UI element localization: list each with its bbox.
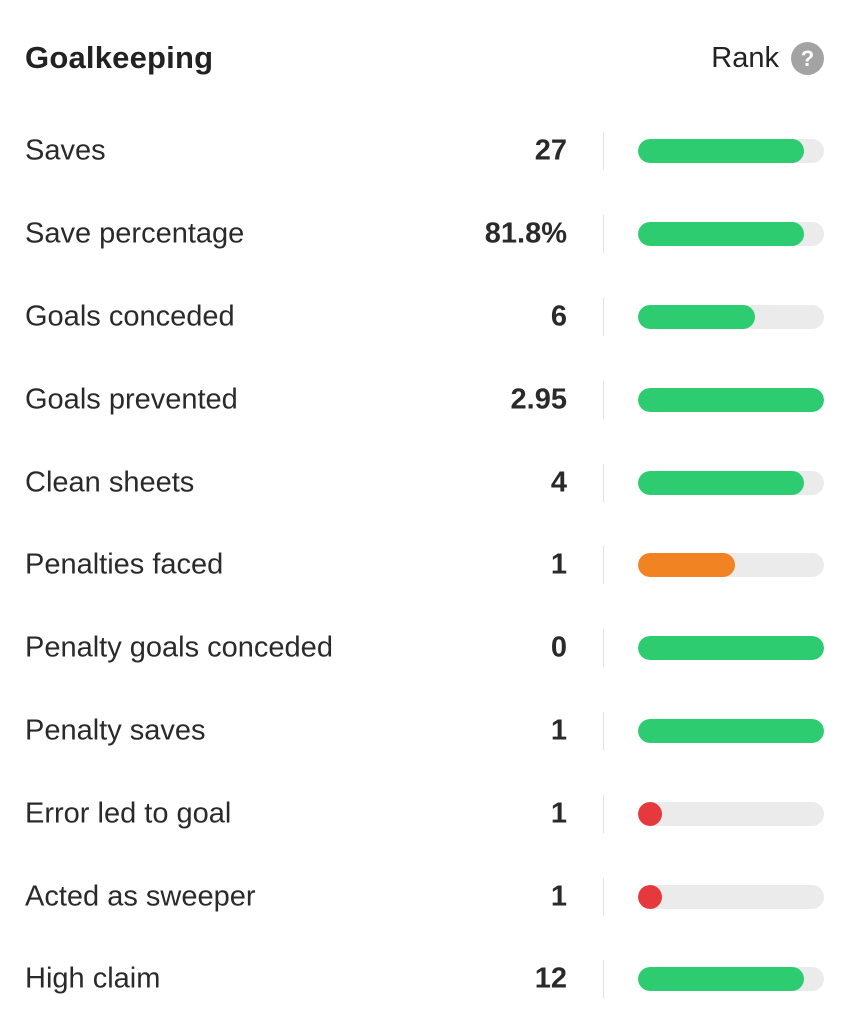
rank-label: Rank <box>711 42 779 74</box>
rank-bar-fill <box>638 801 662 826</box>
stat-value: 1 <box>550 797 567 830</box>
stat-row: Penalty saves 1 <box>0 690 848 773</box>
stat-label: Penalty goals conceded <box>25 631 333 664</box>
row-divider <box>603 132 604 171</box>
stat-label: Goals prevented <box>25 383 238 416</box>
rank-bar-track <box>638 967 824 992</box>
stat-value: 2.95 <box>510 383 567 416</box>
rank-bar-track <box>638 470 824 495</box>
rank-bar-fill <box>638 387 824 412</box>
stat-row: Error led to goal 1 <box>0 772 848 855</box>
stat-row: Penalties faced 1 <box>0 524 848 607</box>
stat-label: Penalty saves <box>25 714 206 747</box>
row-divider <box>603 546 604 585</box>
rank-bar-track <box>638 139 824 164</box>
rank-bar-fill <box>638 636 824 661</box>
stat-label: Acted as sweeper <box>25 880 256 913</box>
stat-value: 27 <box>534 134 567 167</box>
rank-bar-track <box>638 718 824 743</box>
row-divider <box>603 629 604 668</box>
stat-row: Goals prevented 2.95 <box>0 358 848 441</box>
rank-bar-fill <box>638 139 804 164</box>
rank-bar-track <box>638 553 824 578</box>
stat-label: Penalties faced <box>25 548 224 581</box>
rank-bar-fill <box>638 967 804 992</box>
stat-value: 1 <box>550 714 567 747</box>
rank-bar-track <box>638 636 824 661</box>
section-header: Goalkeeping Rank ? <box>0 0 848 120</box>
row-divider <box>603 297 604 336</box>
rank-bar-fill <box>638 470 804 495</box>
stat-row: Penalty goals conceded 0 <box>0 607 848 690</box>
stat-value: 12 <box>534 962 567 995</box>
stat-list: Saves 27 Save percentage 81.8% Goals concede… <box>0 110 848 1021</box>
stat-value: 6 <box>550 300 567 333</box>
stat-value: 1 <box>550 880 567 913</box>
rank-bar-track <box>638 304 824 329</box>
rank-bar-track <box>638 222 824 247</box>
row-divider <box>603 877 604 916</box>
rank-bar-fill <box>638 304 755 329</box>
row-divider <box>603 711 604 750</box>
stat-label: Goals conceded <box>25 300 235 333</box>
row-divider <box>603 960 604 999</box>
stat-label: High claim <box>25 962 161 995</box>
stat-value: 4 <box>550 466 567 499</box>
rank-bar-track <box>638 801 824 826</box>
stat-value: 0 <box>550 631 567 664</box>
question-circle-icon[interactable]: ? <box>791 42 824 75</box>
stat-value: 81.8% <box>484 217 567 250</box>
rank-bar-fill <box>638 553 735 578</box>
rank-bar-fill <box>638 884 662 909</box>
stat-value: 1 <box>550 548 567 581</box>
row-divider <box>603 463 604 502</box>
rank-bar-fill <box>638 718 824 743</box>
row-divider <box>603 380 604 419</box>
stat-label: Clean sheets <box>25 466 195 499</box>
rank-bar-track <box>638 884 824 909</box>
stat-row: Goals conceded 6 <box>0 276 848 359</box>
stat-label: Saves <box>25 134 106 167</box>
stat-row: High claim 12 <box>0 938 848 1021</box>
row-divider <box>603 794 604 833</box>
section-title: Goalkeeping <box>25 40 214 75</box>
rank-header: Rank ? <box>711 42 824 75</box>
stat-row: Acted as sweeper 1 <box>0 855 848 938</box>
stat-label: Save percentage <box>25 217 245 250</box>
rank-bar-track <box>638 387 824 412</box>
row-divider <box>603 215 604 254</box>
rank-bar-fill <box>638 222 804 247</box>
stat-row: Clean sheets 4 <box>0 441 848 524</box>
stat-row: Save percentage 81.8% <box>0 193 848 276</box>
stat-row: Saves 27 <box>0 110 848 193</box>
stat-label: Error led to goal <box>25 797 232 830</box>
